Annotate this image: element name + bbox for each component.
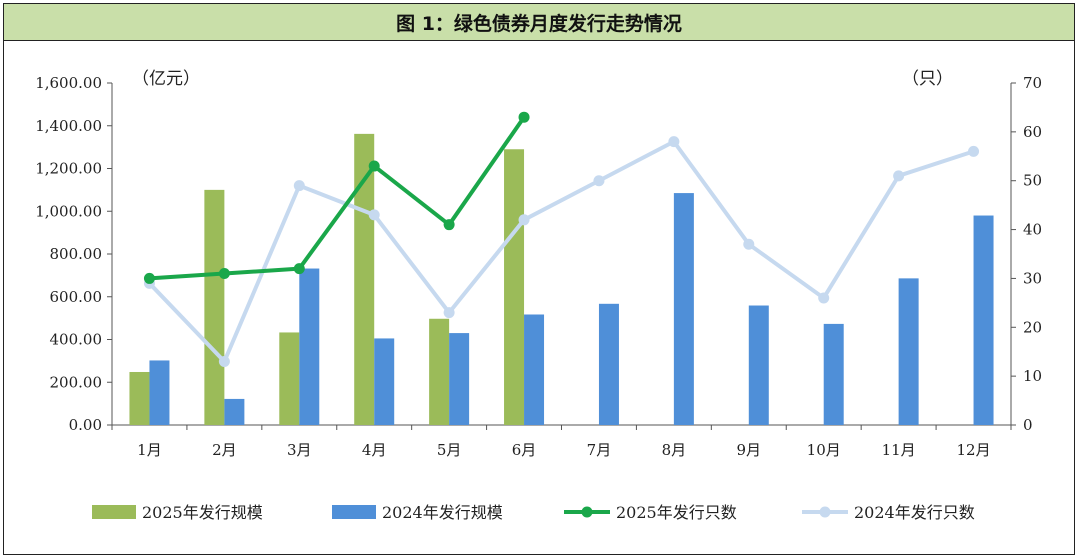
x-tick-label: 7月 [587,441,612,459]
line-2025-count [149,116,526,281]
bar-2025-month-3 [279,332,300,425]
legend-marker [819,506,831,518]
x-tick-label: 1月 [137,441,162,459]
point-2024-count [968,145,980,157]
x-tick-label: 12月 [956,441,990,459]
point-2024-count [518,214,530,226]
point-2024-count [293,180,305,192]
left-tick-label: 800.00 [50,245,103,263]
bar-2024-month-2 [224,398,245,425]
right-tick-label: 50 [1023,172,1042,190]
x-tick-label: 4月 [362,441,387,459]
bar-2024-month-11 [898,278,919,425]
left-tick-label: 1,200.00 [35,160,102,178]
bar-2025-month-4 [354,133,375,425]
bar-2024-month-12 [973,215,994,425]
legend-marker [581,506,593,518]
x-tick-label: 8月 [662,441,687,459]
legend-label: 2025年发行规模 [142,503,263,522]
point-2024-count [368,209,380,221]
bar-2024-month-8 [673,193,694,425]
chart-frame: 图 1：绿色债券月度发行走势情况 0.00 200.00 400.00 600.00 8… [3,3,1075,555]
left-tick-label: 600.00 [50,288,103,306]
point-2024-count [893,170,905,182]
x-tick-label: 10月 [807,441,841,459]
x-tick-label: 9月 [737,441,762,459]
point-2024-count [593,175,605,187]
x-tick-label: 5月 [437,441,462,459]
bar-2024-month-1 [149,360,170,425]
point-2025-count [368,160,380,172]
left-tick-label: 200.00 [50,373,103,391]
bar-2025-month-6 [504,149,525,425]
point-2025-count [293,263,305,275]
left-tick-label: 400.00 [50,331,103,349]
bar-2024-month-7 [598,303,619,425]
legend-label: 2024年发行只数 [854,503,975,522]
x-tick-label: 2月 [212,441,237,459]
right-tick-label: 10 [1023,367,1042,385]
point-2024-count [668,136,680,148]
left-tick-label: 0.00 [69,416,102,434]
chart-title: 图 1：绿色债券月度发行走势情况 [4,4,1074,41]
left-axis-unit-label: （亿元） [132,69,200,89]
point-2024-count [443,307,455,319]
right-tick-label: 0 [1023,416,1033,434]
bar-2024-month-5 [449,333,470,425]
left-tick-label: 1,000.00 [35,202,102,220]
point-2024-count [818,292,830,304]
legend-swatch [92,505,136,519]
line-2024-count [148,139,975,364]
point-2025-count [218,268,230,280]
right-tick-label: 60 [1023,123,1042,141]
bar-2024-month-3 [299,268,320,425]
right-tick-label: 30 [1023,269,1042,287]
point-2024-count [218,355,230,367]
bar-2025-month-5 [429,318,450,425]
bar-2024-month-6 [524,314,545,425]
point-2025-count [443,219,455,231]
right-tick-label: 20 [1023,318,1042,336]
bar-2025-month-1 [129,371,150,425]
right-tick-label: 70 [1023,74,1042,92]
legend-label: 2024年发行规模 [382,503,503,522]
point-2025-count [518,111,530,123]
legend-label: 2025年发行只数 [616,503,737,522]
x-tick-label: 3月 [287,441,312,459]
bar-2024-month-10 [823,323,844,425]
point-2025-count [143,272,155,284]
bar-2025-month-2 [204,189,225,425]
legend-swatch [332,505,376,519]
bar-2024-month-4 [374,338,395,425]
x-tick-label: 11月 [882,441,916,459]
right-tick-label: 40 [1023,221,1042,239]
left-tick-label: 1,400.00 [35,117,102,135]
right-axis-unit-label: （只） [902,69,953,89]
bar-2024-month-9 [748,305,769,425]
chart-svg: 0.00 200.00 400.00 600.00 800.00 1,000.00 1,20… [35,69,1042,522]
point-2024-count [743,238,755,250]
x-tick-label: 6月 [512,441,537,459]
left-tick-label: 1,600.00 [35,74,102,92]
